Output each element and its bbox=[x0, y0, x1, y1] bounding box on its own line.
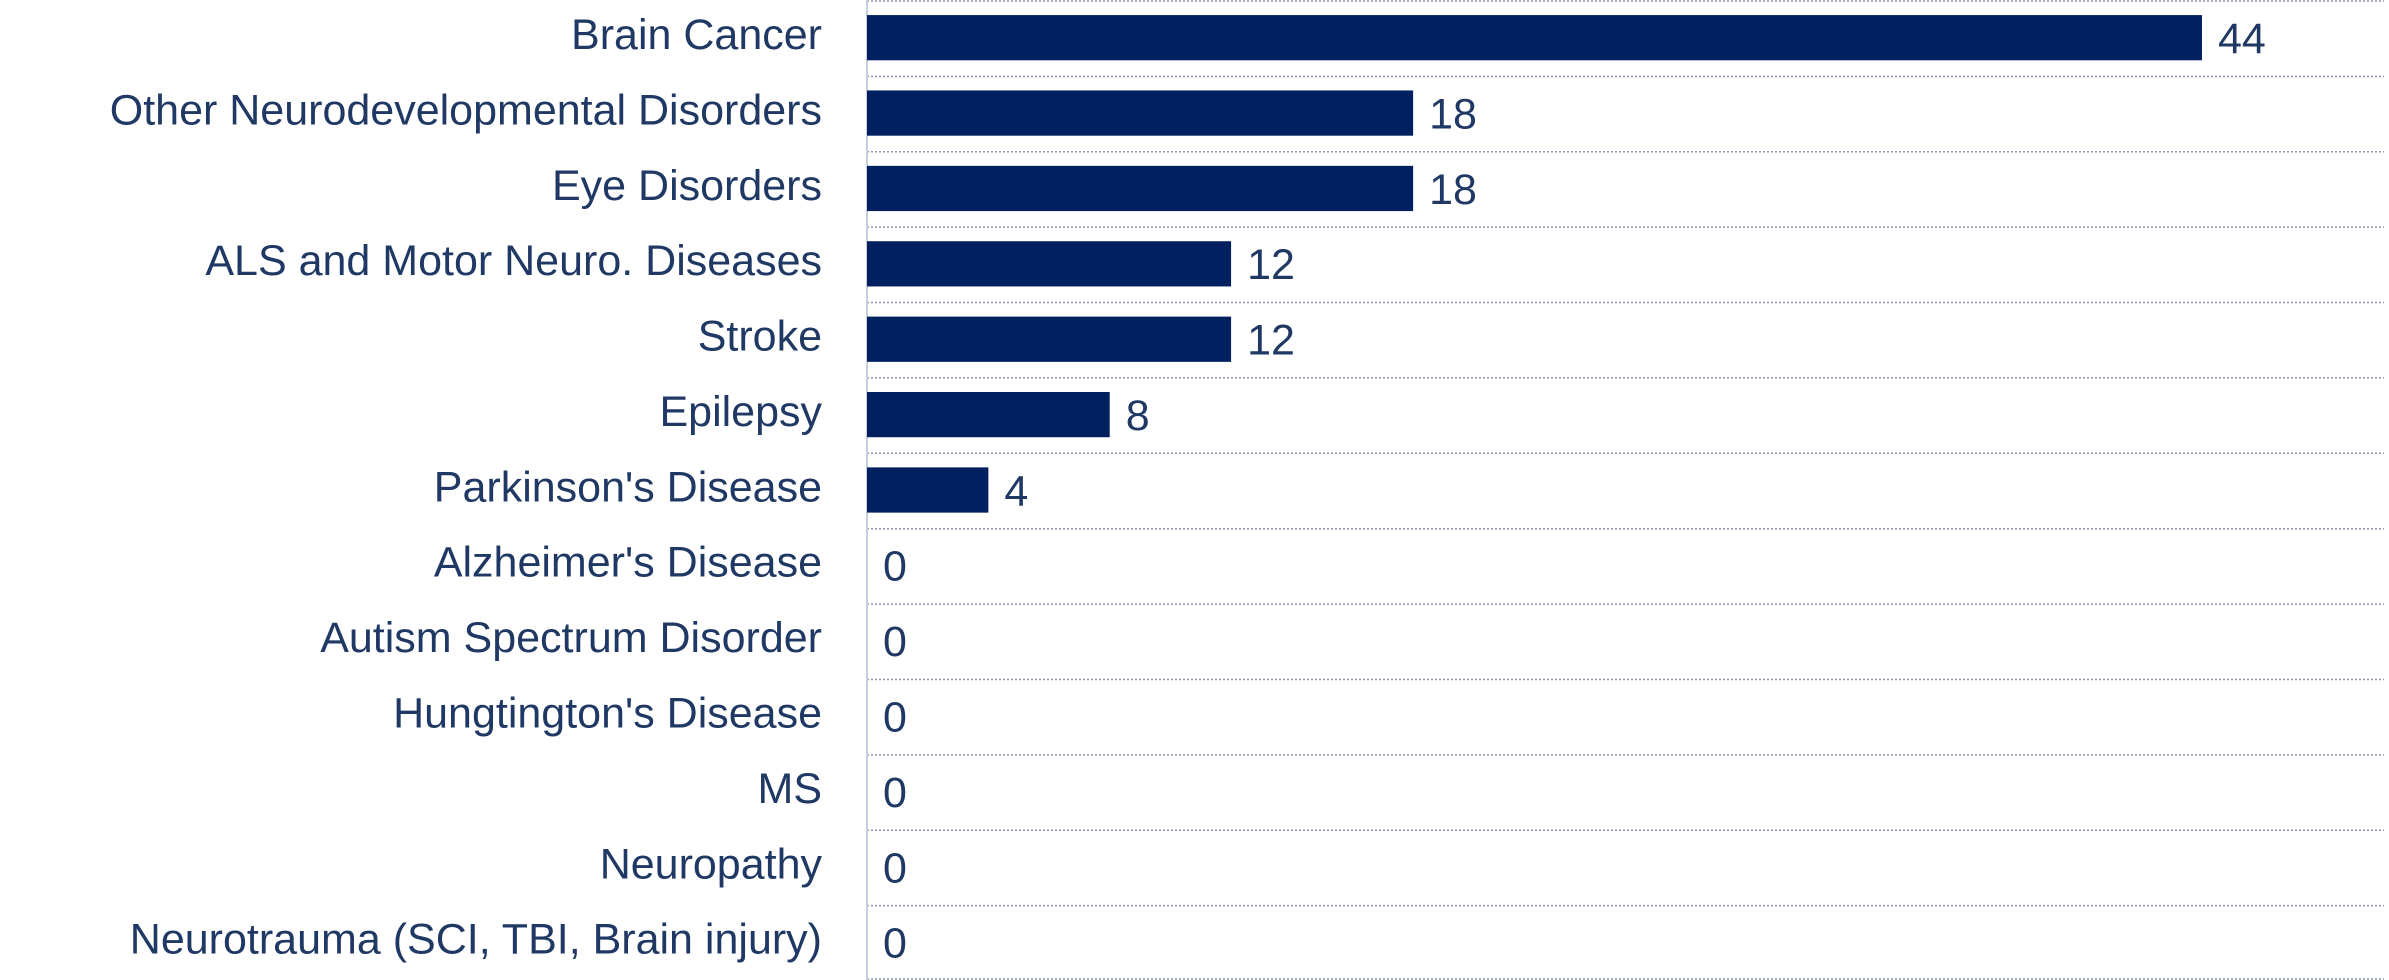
value-label: 12 bbox=[1247, 317, 1295, 365]
category-label: Brain Cancer bbox=[571, 11, 822, 59]
bar bbox=[867, 165, 1414, 212]
category-label: Neuropathy bbox=[600, 840, 823, 888]
value-label: 0 bbox=[883, 769, 907, 817]
category-label: Epilepsy bbox=[659, 388, 822, 436]
bar bbox=[867, 15, 2202, 61]
category-label: Alzheimer's Disease bbox=[434, 539, 822, 587]
value-label: 0 bbox=[883, 543, 907, 591]
value-label: 18 bbox=[1429, 166, 1477, 214]
value-label: 0 bbox=[883, 694, 907, 742]
value-label: 44 bbox=[2218, 15, 2266, 63]
value-label: 0 bbox=[883, 844, 907, 892]
bar bbox=[867, 316, 1232, 362]
value-label: 0 bbox=[883, 618, 907, 666]
value-label: 0 bbox=[883, 920, 907, 968]
category-label: Parkinson's Disease bbox=[434, 463, 822, 511]
category-label: Hungtington's Disease bbox=[393, 690, 822, 738]
bar bbox=[867, 241, 1232, 287]
category-label: Autism Spectrum Disorder bbox=[320, 614, 822, 662]
category-label: Other Neurodevelopmental Disorders bbox=[110, 86, 822, 134]
category-label: Neurotrauma (SCI, TBI, Brain injury) bbox=[130, 916, 822, 964]
value-label: 18 bbox=[1429, 90, 1477, 138]
bar bbox=[867, 467, 989, 513]
value-label: 4 bbox=[1004, 467, 1028, 515]
category-label: Eye Disorders bbox=[552, 162, 822, 210]
category-label: ALS and Motor Neuro. Diseases bbox=[205, 237, 822, 285]
value-label: 12 bbox=[1247, 241, 1295, 289]
value-label: 8 bbox=[1126, 392, 1150, 440]
category-label: MS bbox=[758, 765, 823, 813]
bar bbox=[867, 90, 1414, 136]
bar bbox=[867, 392, 1110, 438]
category-label: Stroke bbox=[698, 313, 822, 361]
